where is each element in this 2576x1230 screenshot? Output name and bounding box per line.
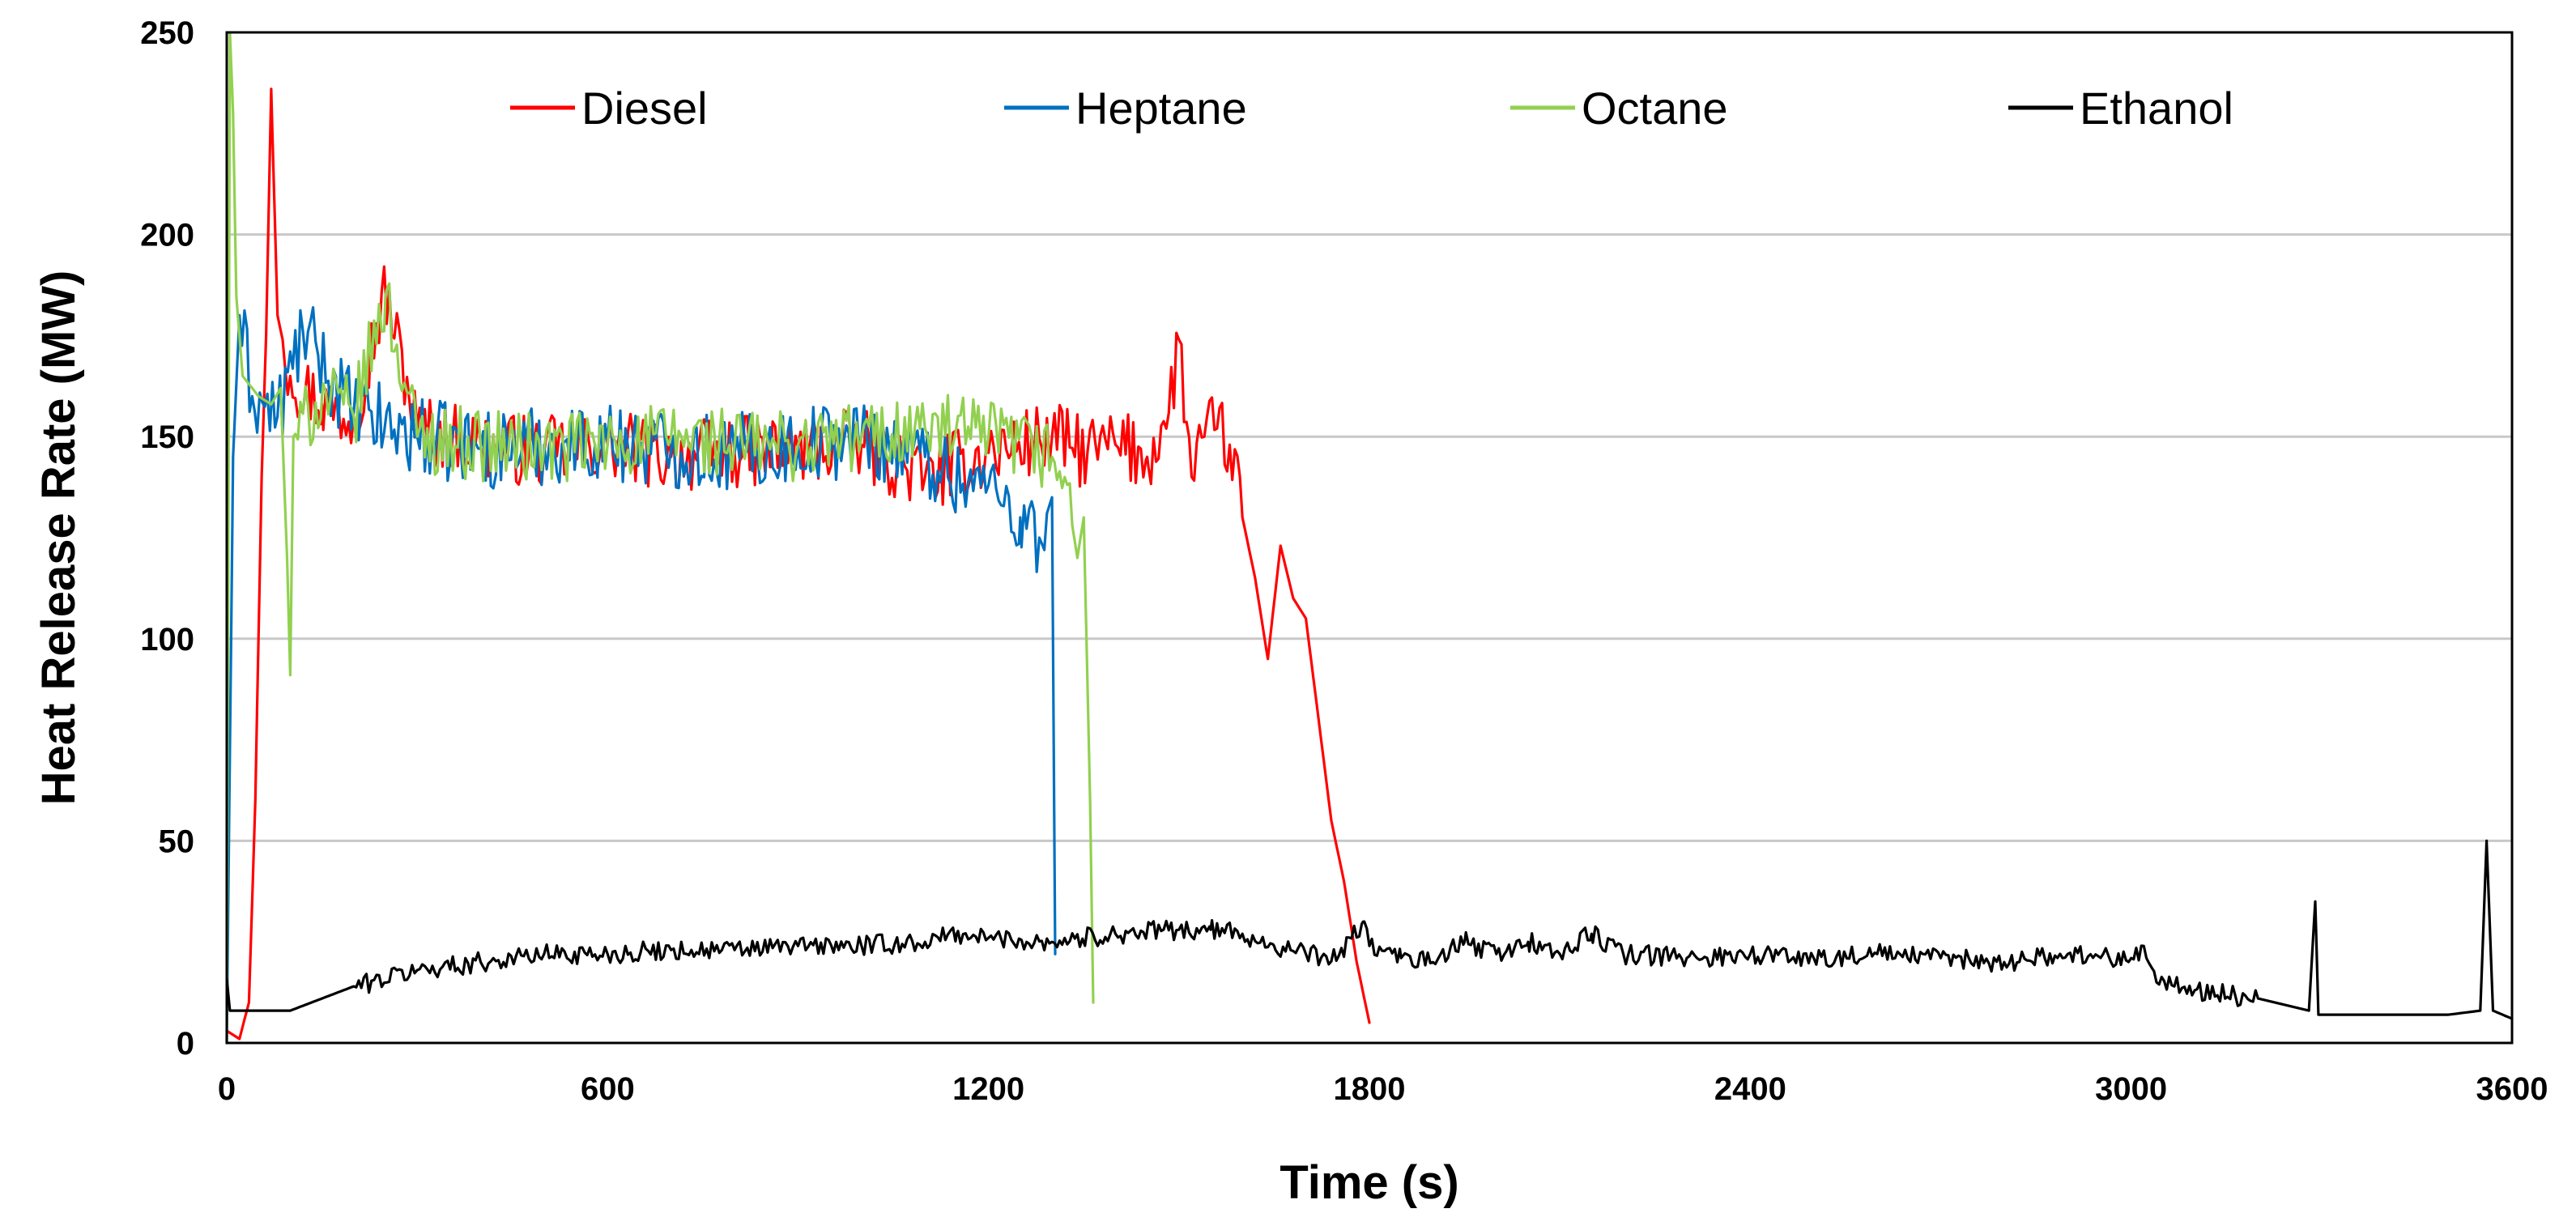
series-line-heptane <box>225 306 1057 1045</box>
legend-label-heptane: Heptane <box>1075 83 1247 134</box>
x-tick-label: 0 <box>218 1071 236 1107</box>
x-tick-label: 1200 <box>952 1071 1024 1107</box>
legend-label-diesel: Diesel <box>581 83 708 134</box>
y-axis-title: Heat Release Rate (MW) <box>32 270 85 806</box>
series-line-diesel <box>225 87 1371 1041</box>
y-tick-label: 0 <box>177 1026 194 1062</box>
x-tick-label: 1800 <box>1334 1071 1406 1107</box>
legend-label-ethanol: Ethanol <box>2080 83 2233 134</box>
legend-label-octane: Octane <box>1582 83 1728 134</box>
gridlines <box>227 233 2512 842</box>
x-tick-label: 2400 <box>1714 1071 1786 1107</box>
x-tick-labels: 0 600 1200 1800 2400 3000 3600 <box>218 1071 2548 1107</box>
y-tick-label: 200 <box>140 218 194 253</box>
series-group <box>225 31 2514 1045</box>
series-line-octane <box>225 31 1095 1045</box>
x-tick-label: 3600 <box>2476 1071 2548 1107</box>
x-tick-label: 600 <box>581 1071 635 1107</box>
y-tick-label: 50 <box>159 824 195 859</box>
y-tick-label: 100 <box>140 622 194 658</box>
plot-frame <box>225 31 2514 1045</box>
y-tick-label: 250 <box>140 15 194 51</box>
series-line-ethanol <box>225 839 2514 1020</box>
y-tick-labels: 0 50 100 150 200 250 <box>140 15 194 1062</box>
y-tick-label: 150 <box>140 419 194 455</box>
x-axis-title: Time (s) <box>1279 1156 1458 1209</box>
legend: Diesel Heptane Octane Ethanol <box>510 83 2233 134</box>
x-tick-label: 3000 <box>2095 1071 2167 1107</box>
